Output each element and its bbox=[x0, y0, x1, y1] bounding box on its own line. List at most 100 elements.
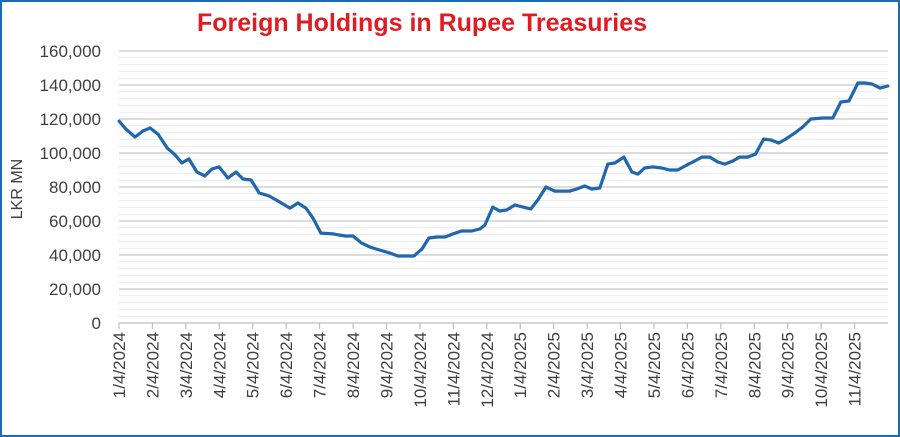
data-point bbox=[249, 178, 253, 182]
data-point bbox=[831, 116, 835, 120]
data-point bbox=[117, 119, 121, 123]
data-point bbox=[809, 117, 813, 121]
data-point bbox=[777, 141, 781, 145]
data-point bbox=[651, 165, 655, 169]
x-tick-label: 6/4/2024 bbox=[277, 332, 296, 398]
data-point bbox=[731, 159, 735, 163]
x-tick-label: 3/4/2025 bbox=[578, 332, 597, 398]
data-point bbox=[568, 189, 572, 193]
y-tick-label: 160,000 bbox=[40, 42, 101, 61]
data-point bbox=[630, 170, 634, 174]
data-point bbox=[693, 159, 697, 163]
data-point bbox=[598, 186, 602, 190]
data-point bbox=[839, 100, 843, 104]
data-point bbox=[870, 82, 874, 86]
data-point bbox=[498, 209, 502, 213]
data-point bbox=[427, 236, 431, 240]
data-point bbox=[746, 155, 750, 159]
data-point bbox=[606, 162, 610, 166]
x-tick-label: 10/4/2025 bbox=[812, 332, 831, 408]
data-point bbox=[187, 157, 191, 161]
data-point bbox=[288, 206, 292, 210]
x-tick-label: 7/4/2024 bbox=[311, 332, 330, 398]
data-point bbox=[478, 227, 482, 231]
x-tick-label: 12/4/2024 bbox=[478, 332, 497, 408]
data-point bbox=[668, 168, 672, 172]
data-point bbox=[723, 162, 727, 166]
x-tick-label: 1/4/2025 bbox=[511, 332, 530, 398]
data-point bbox=[613, 161, 617, 165]
data-point bbox=[331, 232, 335, 236]
data-point bbox=[583, 184, 587, 188]
data-point bbox=[319, 231, 323, 235]
data-point bbox=[156, 132, 160, 136]
data-point bbox=[553, 189, 557, 193]
data-point bbox=[762, 137, 766, 141]
data-point bbox=[754, 152, 758, 156]
data-point bbox=[217, 165, 221, 169]
data-point bbox=[304, 206, 308, 210]
data-point bbox=[847, 99, 851, 103]
data-point bbox=[241, 177, 245, 181]
data-point bbox=[148, 126, 152, 130]
data-point bbox=[180, 161, 184, 165]
y-axis-ticks: 0 20,000 40,000 60,000 80,000 100,000 120,000 1… bbox=[40, 42, 101, 333]
data-point bbox=[863, 81, 867, 85]
data-point bbox=[368, 245, 372, 249]
data-point bbox=[195, 170, 199, 174]
data-point bbox=[257, 191, 261, 195]
x-tick-label: 8/4/2025 bbox=[745, 332, 764, 398]
y-tick-label: 100,000 bbox=[40, 144, 101, 163]
series-line-foreign-holdings bbox=[117, 81, 889, 258]
data-point bbox=[575, 187, 579, 191]
data-point bbox=[513, 203, 517, 207]
data-point bbox=[590, 187, 594, 191]
x-tick-label: 11/4/2024 bbox=[444, 332, 463, 406]
x-tick-label: 2/4/2025 bbox=[545, 332, 564, 398]
x-tick-label: 2/4/2024 bbox=[143, 332, 162, 398]
data-point bbox=[234, 170, 238, 174]
data-point bbox=[738, 155, 742, 159]
data-point bbox=[360, 241, 364, 245]
x-axis: 1/4/2024 2/4/2024 3/4/2024 4/4/2024 5/4/2024… bbox=[110, 322, 888, 408]
data-point bbox=[226, 176, 230, 180]
chart-title: Foreign Holdings in Rupee Treasuries bbox=[197, 9, 647, 37]
data-point bbox=[801, 125, 805, 129]
x-tick-label: 9/4/2024 bbox=[377, 332, 396, 398]
data-point bbox=[404, 254, 408, 258]
gridlines bbox=[119, 50, 888, 317]
data-point bbox=[793, 131, 797, 135]
data-point bbox=[636, 172, 640, 176]
data-point bbox=[643, 166, 647, 170]
data-point bbox=[886, 84, 890, 88]
x-tick-label: 6/4/2025 bbox=[678, 332, 697, 398]
data-point bbox=[784, 137, 788, 141]
x-tick-label: 5/4/2024 bbox=[244, 332, 263, 398]
x-tick-label: 11/4/2025 bbox=[846, 332, 865, 406]
data-point bbox=[203, 174, 207, 178]
y-tick-label: 20,000 bbox=[49, 280, 101, 299]
data-point bbox=[124, 127, 128, 131]
y-axis-label: LKR MN bbox=[9, 159, 26, 219]
x-tick-label: 4/4/2024 bbox=[210, 332, 229, 398]
data-point bbox=[451, 232, 455, 236]
x-tick-label: 8/4/2024 bbox=[344, 332, 363, 398]
data-point bbox=[716, 160, 720, 164]
data-point bbox=[443, 235, 447, 239]
data-point bbox=[700, 155, 704, 159]
data-point bbox=[878, 86, 882, 90]
data-point bbox=[343, 234, 347, 238]
x-tick-label: 9/4/2025 bbox=[779, 332, 798, 398]
data-point bbox=[529, 207, 533, 211]
data-point bbox=[821, 116, 825, 120]
y-tick-label: 0 bbox=[92, 314, 101, 333]
data-point bbox=[420, 247, 424, 251]
x-tick-label: 7/4/2025 bbox=[712, 332, 731, 398]
y-tick-label: 120,000 bbox=[40, 110, 101, 129]
data-point bbox=[388, 251, 392, 255]
x-tick-label: 4/4/2025 bbox=[612, 332, 631, 398]
y-tick-label: 40,000 bbox=[49, 246, 101, 265]
y-tick-label: 80,000 bbox=[49, 178, 101, 197]
